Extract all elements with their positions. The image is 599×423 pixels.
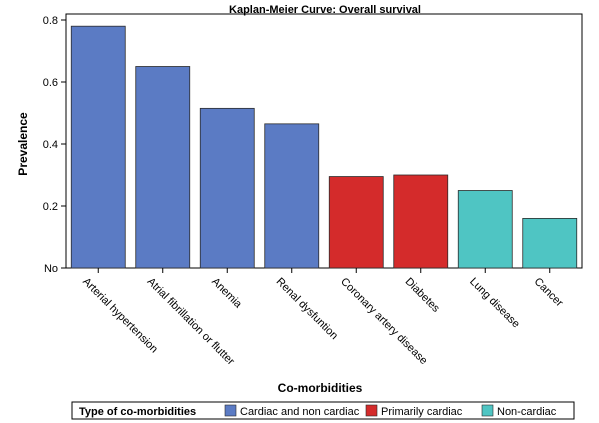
x-tick-label: Anemia xyxy=(209,276,244,311)
legend-entry-label: Cardiac and non cardiac xyxy=(240,406,360,418)
legend: Type of co-morbidities Cardiac and non c… xyxy=(71,401,575,420)
legend-entries: Cardiac and non cardiac Primarily cardiac… xyxy=(224,404,557,418)
legend-swatch xyxy=(365,404,378,417)
bar xyxy=(393,174,449,269)
x-axis-label: Co-morbidities xyxy=(278,381,363,395)
x-tick-label: Cancer xyxy=(532,276,566,310)
legend-entry-label: Primarily cardiac xyxy=(381,406,463,418)
y-tick-label: 0.4 xyxy=(43,139,58,151)
bar xyxy=(522,217,578,269)
bar xyxy=(70,25,126,269)
x-tick-label: Renal dysfuntion xyxy=(274,276,340,342)
legend-swatch xyxy=(481,404,494,417)
plot-border xyxy=(65,13,583,269)
bar xyxy=(457,190,513,269)
bar xyxy=(135,66,191,269)
y-tick-label: 0.6 xyxy=(43,77,58,89)
y-axis-label: Prevalence xyxy=(16,112,30,176)
x-tick-label: Lung disease xyxy=(467,276,522,331)
y-tick-label: 0.8 xyxy=(43,15,58,27)
bar xyxy=(199,107,255,269)
y-tick-label: 0.2 xyxy=(43,201,58,213)
legend-frame xyxy=(71,401,575,420)
legend-swatch xyxy=(224,404,237,417)
x-tick-label: Diabetes xyxy=(403,276,443,316)
bars xyxy=(70,25,578,269)
bar xyxy=(328,176,384,269)
y-axis: No 0.2 0.4 0.6 0.8 xyxy=(43,15,66,275)
plot-frame xyxy=(65,13,583,269)
legend-entry-label: Non-cardiac xyxy=(497,406,557,418)
legend-title: Type of co-morbidities xyxy=(79,406,196,418)
bar xyxy=(264,123,320,269)
y-tick-label: No xyxy=(44,263,58,275)
x-tick-label: Arterial hypertension xyxy=(80,276,160,356)
chart-title: Kaplan-Meier Curve: Overall survival xyxy=(229,4,421,16)
